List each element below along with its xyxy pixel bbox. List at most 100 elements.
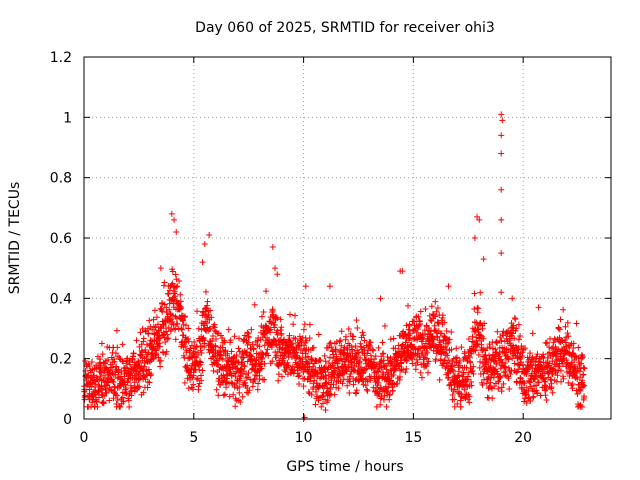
data-point	[394, 380, 401, 387]
data-point	[521, 398, 528, 405]
data-point	[467, 359, 474, 366]
data-point	[168, 316, 175, 323]
data-point	[140, 366, 147, 373]
data-point	[182, 322, 189, 329]
data-point	[533, 373, 540, 380]
data-point	[324, 385, 331, 392]
data-point	[505, 375, 512, 382]
data-point	[559, 361, 566, 368]
data-point	[428, 303, 435, 310]
data-point	[456, 368, 463, 375]
data-point	[325, 344, 332, 351]
data-point	[471, 290, 478, 297]
data-point	[581, 365, 588, 372]
data-point	[91, 391, 98, 398]
data-point	[321, 365, 328, 372]
data-point	[130, 350, 137, 357]
data-point	[145, 330, 152, 337]
data-point	[381, 363, 388, 370]
data-point	[339, 357, 346, 364]
data-point	[293, 346, 300, 353]
data-point	[327, 354, 334, 361]
data-point	[93, 398, 100, 405]
data-point	[417, 369, 424, 376]
data-point	[543, 340, 550, 347]
data-point	[471, 305, 478, 312]
data-point	[569, 373, 576, 380]
data-point	[516, 362, 523, 369]
data-point	[106, 397, 113, 404]
data-point	[177, 291, 184, 298]
data-point	[477, 332, 484, 339]
data-point	[123, 360, 130, 367]
data-point	[245, 339, 252, 346]
data-point	[251, 301, 258, 308]
data-point	[236, 389, 243, 396]
data-point	[447, 363, 454, 370]
data-point	[199, 259, 206, 266]
data-point	[338, 342, 345, 349]
data-point	[289, 363, 296, 370]
x-tick-label: 15	[404, 430, 422, 446]
data-point	[185, 325, 192, 332]
data-point	[429, 335, 436, 342]
data-point	[414, 336, 421, 343]
data-point	[471, 235, 478, 241]
data-point	[515, 336, 522, 343]
y-tick-label: 1	[63, 110, 72, 126]
data-point	[385, 371, 392, 378]
data-point	[237, 373, 244, 380]
data-point	[322, 380, 329, 387]
data-point	[192, 348, 199, 355]
data-point	[258, 313, 265, 320]
data-point	[495, 378, 502, 385]
data-point	[484, 345, 491, 352]
data-point	[207, 307, 214, 314]
data-point	[304, 368, 311, 375]
data-point	[364, 378, 371, 385]
data-point	[376, 374, 383, 381]
x-tick-label: 5	[189, 430, 198, 446]
data-point	[403, 356, 410, 363]
data-point	[387, 355, 394, 362]
data-point	[476, 216, 483, 223]
data-point	[232, 373, 239, 380]
data-point	[414, 359, 421, 366]
y-axis-label: SRMTID / TECUs	[7, 182, 23, 295]
data-point	[114, 392, 121, 399]
data-point	[277, 326, 284, 333]
data-point	[362, 366, 369, 373]
data-point	[95, 388, 102, 395]
data-point	[287, 311, 294, 318]
data-point	[512, 327, 519, 334]
data-point	[468, 378, 475, 385]
data-point	[362, 382, 369, 389]
data-point	[88, 358, 95, 365]
data-point	[233, 352, 240, 359]
data-point	[264, 346, 271, 353]
data-point	[169, 318, 176, 325]
data-point	[564, 319, 571, 326]
data-point	[163, 348, 170, 355]
data-point	[236, 383, 243, 390]
data-point	[507, 329, 514, 336]
data-point	[517, 356, 524, 363]
data-point	[458, 344, 465, 351]
data-point	[88, 369, 95, 376]
data-point	[349, 348, 356, 355]
data-point	[278, 373, 285, 380]
data-point	[309, 363, 316, 370]
data-point	[168, 210, 175, 217]
data-point	[181, 354, 188, 361]
data-point	[326, 392, 333, 399]
data-point	[523, 399, 530, 406]
data-point	[260, 309, 267, 316]
chart-title: Day 060 of 2025, SRMTID for receiver ohi…	[195, 20, 495, 36]
data-point	[169, 312, 176, 319]
data-point	[380, 371, 387, 378]
data-point	[460, 371, 467, 378]
data-point	[383, 403, 390, 410]
data-point	[520, 379, 527, 386]
data-point	[172, 336, 179, 343]
data-point	[139, 325, 146, 332]
